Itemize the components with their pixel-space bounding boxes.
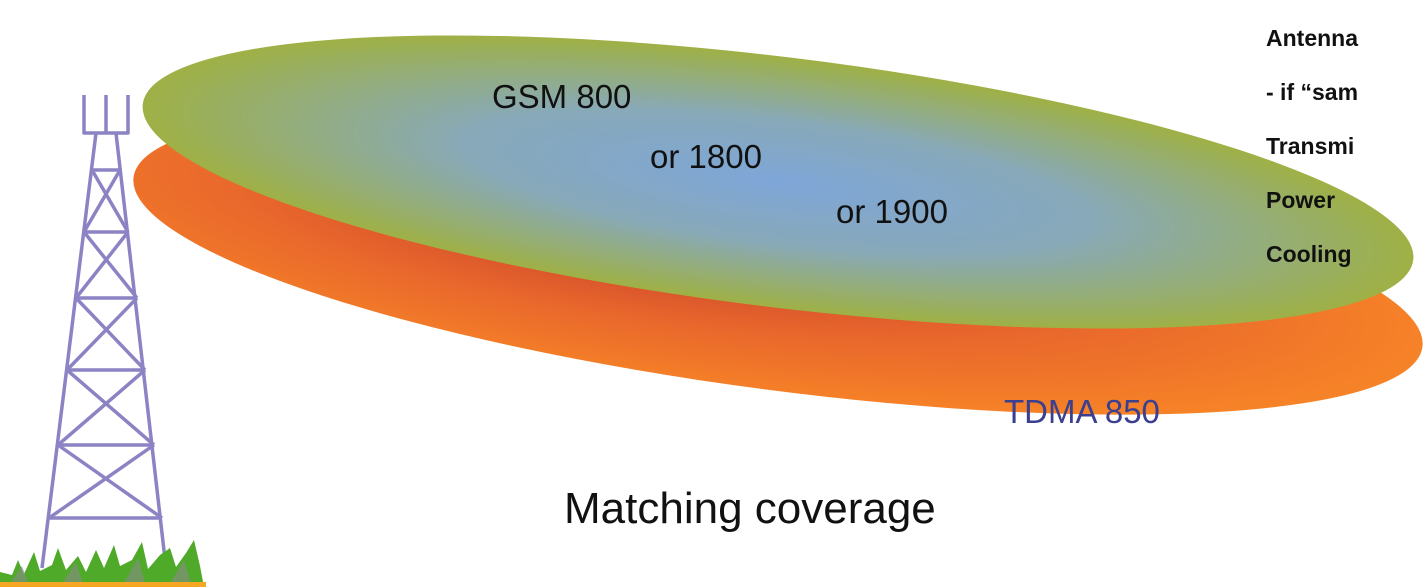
list-item-power: Power: [1266, 187, 1336, 213]
gsm-800-label: GSM 800: [492, 78, 632, 115]
matching-coverage-caption: Matching coverage: [564, 484, 936, 533]
gsm-1900-label: or 1900: [836, 193, 948, 230]
gsm-1800-label: or 1800: [650, 138, 762, 175]
list-item-cooling: Cooling: [1266, 241, 1352, 267]
tdma-850-label: TDMA 850: [1004, 393, 1160, 430]
list-item-transmitter: Transmi: [1266, 133, 1355, 159]
grass-icon: [0, 540, 206, 587]
list-item-same: - if “sam: [1266, 79, 1359, 105]
list-item-antenna: Antenna: [1266, 25, 1358, 51]
gsm-coverage-ellipse: [142, 35, 1414, 329]
requirements-list: Antenna - if “sam Transmi Power Cooling: [1266, 20, 1358, 290]
tower-icon: [40, 95, 168, 569]
